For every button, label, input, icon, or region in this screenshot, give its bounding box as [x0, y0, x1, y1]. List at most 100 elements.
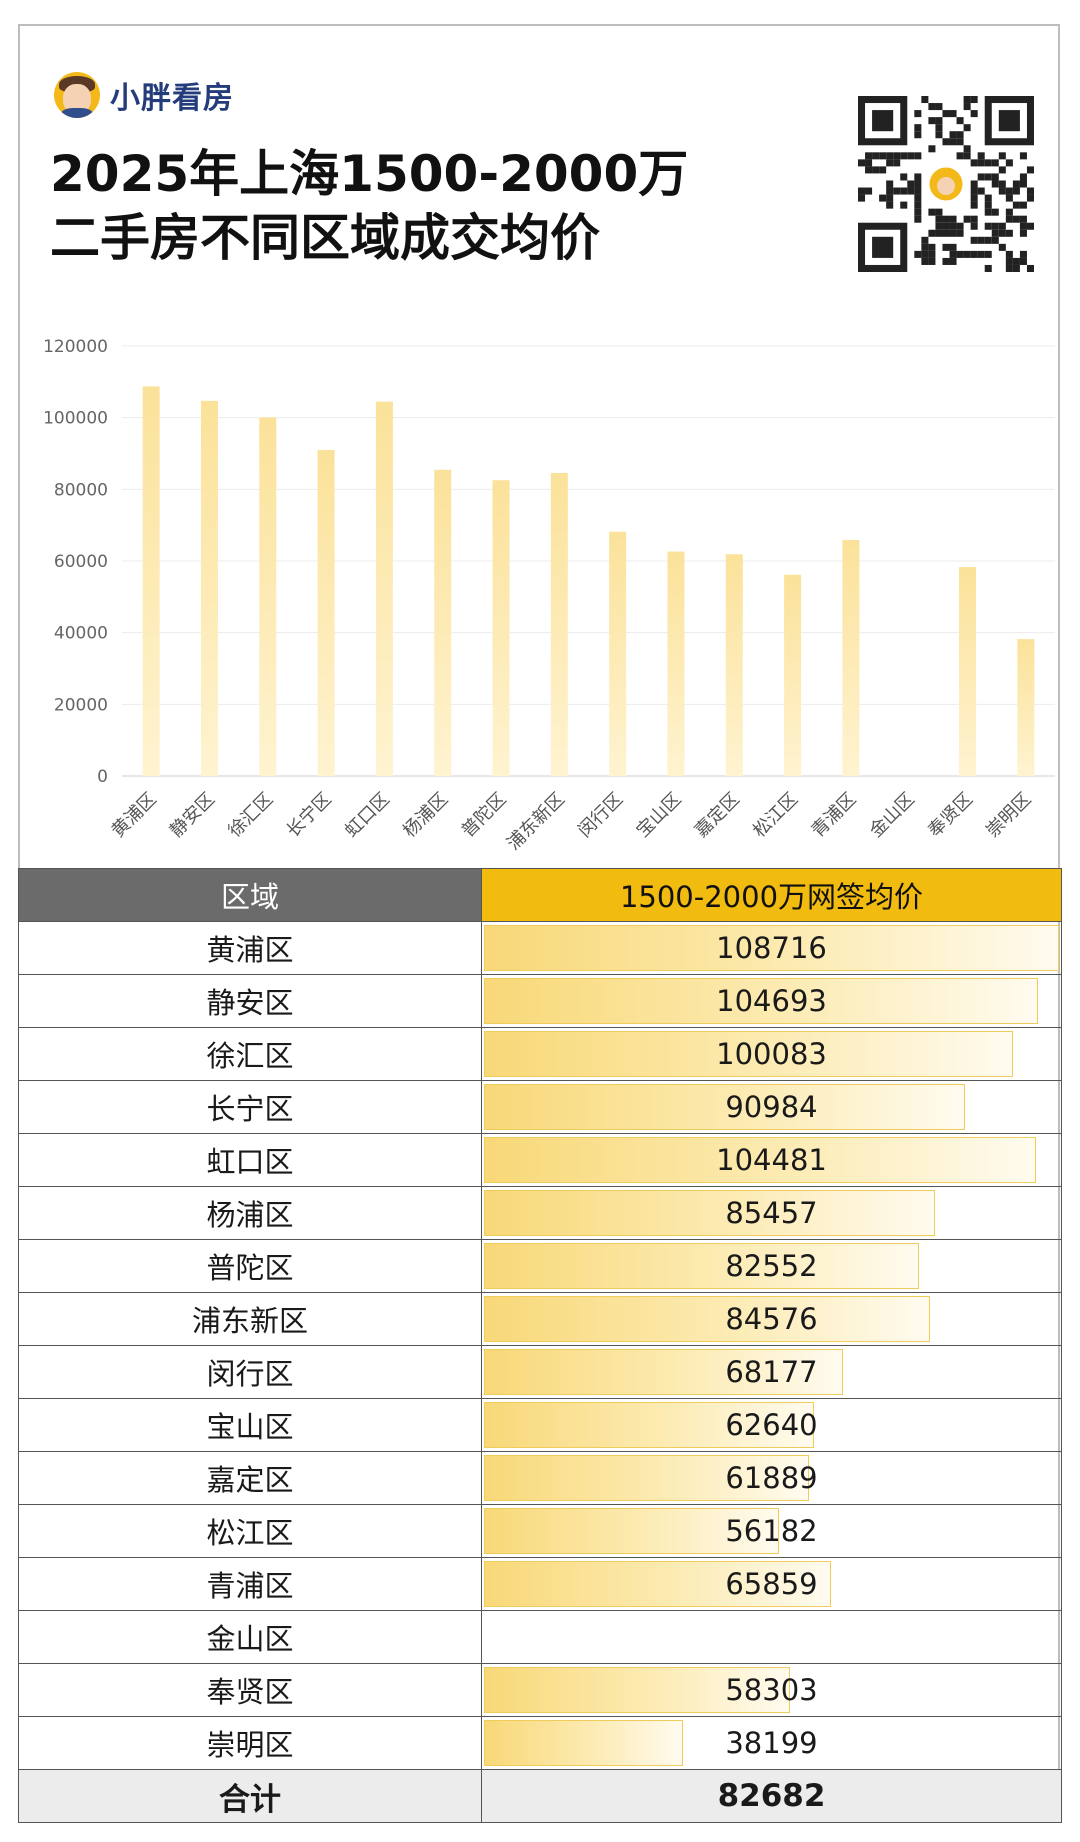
- price-cell: 65859: [481, 1557, 1062, 1611]
- price-databar: [484, 1349, 844, 1395]
- x-tick-label: 青浦区: [807, 789, 860, 842]
- price-value: 82552: [725, 1249, 818, 1283]
- table-row: 长宁区 90984: [18, 1080, 1062, 1134]
- region-cell: 青浦区: [18, 1557, 482, 1611]
- page-title: 2025年上海1500-2000万 二手房不同区域成交均价: [50, 142, 710, 270]
- x-tick-label: 闵行区: [574, 789, 627, 842]
- price-databar: [484, 925, 1059, 971]
- brand: 小胖看房: [54, 72, 234, 118]
- bar-8: [609, 531, 627, 776]
- table-row: 徐汇区 100083: [18, 1027, 1062, 1081]
- bar-3: [317, 449, 335, 776]
- y-tick-label: 120000: [43, 337, 108, 357]
- price-cell: 61889: [481, 1451, 1062, 1505]
- y-tick-label: 0: [97, 767, 108, 787]
- price-databar: [484, 1031, 1014, 1077]
- price-cell: 100083: [481, 1027, 1062, 1081]
- title-line-1: 2025年上海1500-2000万: [50, 145, 689, 203]
- qr-code-icon: [858, 96, 1034, 272]
- table-row: 嘉定区 61889: [18, 1451, 1062, 1505]
- price-value: 104693: [716, 984, 827, 1018]
- region-cell: 浦东新区: [18, 1292, 482, 1346]
- table-row: 普陀区 82552: [18, 1239, 1062, 1293]
- table-row: 宝山区 62640: [18, 1398, 1062, 1452]
- table-row: 松江区 56182: [18, 1504, 1062, 1558]
- price-cell: 38199: [481, 1716, 1062, 1770]
- price-value: 38199: [725, 1726, 818, 1760]
- price-table: 区域 1500-2000万网签均价 黄浦区 108716 静安区 104693 徐汇区 1…: [18, 868, 1062, 1823]
- bar-11: [784, 574, 802, 776]
- region-cell: 宝山区: [18, 1398, 482, 1452]
- region-cell: 徐汇区: [18, 1027, 482, 1081]
- table-row: 黄浦区 108716: [18, 921, 1062, 975]
- bar-10: [725, 554, 743, 776]
- price-cell: 90984: [481, 1080, 1062, 1134]
- price-value: 100083: [716, 1037, 827, 1071]
- price-value: 90984: [725, 1090, 818, 1124]
- bar-2: [259, 417, 277, 776]
- bar-4: [375, 401, 393, 776]
- price-cell: 104693: [481, 974, 1062, 1028]
- price-cell: 68177: [481, 1345, 1062, 1399]
- x-tick-label: 浦东新区: [503, 789, 569, 855]
- price-databar: [484, 1243, 920, 1289]
- header-region: 区域: [18, 868, 482, 922]
- region-cell: 金山区: [18, 1610, 482, 1664]
- table-total-row: 合计 82682: [18, 1769, 1062, 1823]
- y-tick-label: 100000: [43, 409, 108, 429]
- region-cell: 闵行区: [18, 1345, 482, 1399]
- bar-12: [842, 540, 860, 776]
- price-cell: 85457: [481, 1186, 1062, 1240]
- bar-14: [959, 567, 977, 776]
- table-row: 虹口区 104481: [18, 1133, 1062, 1187]
- bar-chart: 0 20000 40000 60000 80000 100000 120000 黄浦区 静安区徐…: [43, 337, 1055, 855]
- region-cell: 崇明区: [18, 1716, 482, 1770]
- region-cell: 黄浦区: [18, 921, 482, 975]
- price-value: 68177: [725, 1355, 818, 1389]
- table-header-row: 区域 1500-2000万网签均价: [18, 868, 1062, 922]
- price-databar: [484, 1667, 791, 1713]
- x-tick-label: 崇明区: [982, 789, 1035, 842]
- table-row: 杨浦区 85457: [18, 1186, 1062, 1240]
- x-tick-label: 松江区: [749, 789, 802, 842]
- price-value: 85457: [725, 1196, 818, 1230]
- price-value: 108716: [716, 931, 827, 965]
- region-cell: 杨浦区: [18, 1186, 482, 1240]
- x-tick-label: 黄浦区: [108, 789, 161, 842]
- y-tick-label: 60000: [54, 552, 108, 572]
- x-tick-label: 静安区: [166, 789, 219, 842]
- total-value: 82682: [481, 1769, 1062, 1823]
- price-cell: 108716: [481, 921, 1062, 975]
- price-cell: 58303: [481, 1663, 1062, 1717]
- bar-9: [667, 551, 685, 776]
- y-tick-label: 40000: [54, 624, 108, 644]
- region-cell: 虹口区: [18, 1133, 482, 1187]
- region-cell: 长宁区: [18, 1080, 482, 1134]
- price-cell: 82552: [481, 1239, 1062, 1293]
- total-label: 合计: [18, 1769, 482, 1823]
- price-value: 61889: [725, 1461, 818, 1495]
- x-tick-label: 虹口区: [341, 789, 394, 842]
- x-tick-label: 宝山区: [632, 789, 685, 842]
- x-tick-label: 长宁区: [283, 789, 336, 842]
- price-cell: 62640: [481, 1398, 1062, 1452]
- price-databar: [484, 1508, 780, 1554]
- price-databar: [484, 1402, 814, 1448]
- table-row: 金山区: [18, 1610, 1062, 1664]
- price-value: 62640: [725, 1408, 818, 1442]
- price-cell: [481, 1610, 1062, 1664]
- price-databar: [484, 978, 1038, 1024]
- x-tick-label: 嘉定区: [691, 789, 744, 842]
- table-row: 青浦区 65859: [18, 1557, 1062, 1611]
- bar-7: [550, 472, 568, 776]
- x-tick-label: 奉贤区: [924, 789, 977, 842]
- table-row: 静安区 104693: [18, 974, 1062, 1028]
- price-value: 104481: [716, 1143, 827, 1177]
- brand-name: 小胖看房: [110, 81, 234, 116]
- price-databar: [484, 1561, 831, 1607]
- price-databar: [484, 1084, 965, 1130]
- price-databar: [484, 1296, 931, 1342]
- price-value: 84576: [725, 1302, 818, 1336]
- price-databar: [484, 1455, 810, 1501]
- price-cell: 84576: [481, 1292, 1062, 1346]
